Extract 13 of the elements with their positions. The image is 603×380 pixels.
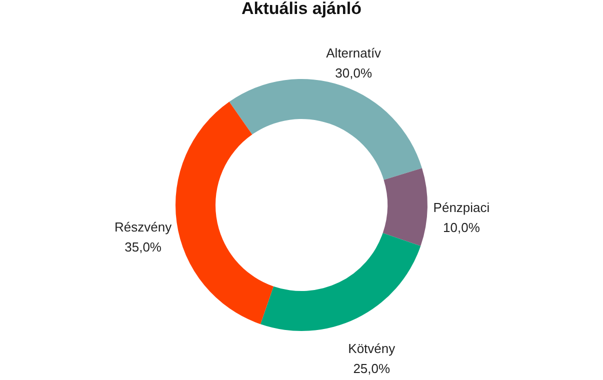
donut-slice: [260, 233, 421, 331]
donut-slice: [382, 168, 428, 246]
data-label: 35,0%: [124, 239, 162, 254]
data-label: 30,0%: [335, 66, 372, 81]
data-label: 10,0%: [443, 220, 480, 235]
slice-label: Kötvény: [348, 340, 396, 356]
slice-label: Alternatív: [326, 46, 382, 61]
chart-title: Aktuális ajánló: [242, 0, 362, 18]
data-label: 25,0%: [353, 360, 391, 376]
slice-label: Részvény: [114, 219, 172, 234]
slice-label: Pénzpiaci: [433, 200, 490, 215]
donut-slice: [176, 102, 274, 324]
donut-slice: [229, 79, 422, 180]
